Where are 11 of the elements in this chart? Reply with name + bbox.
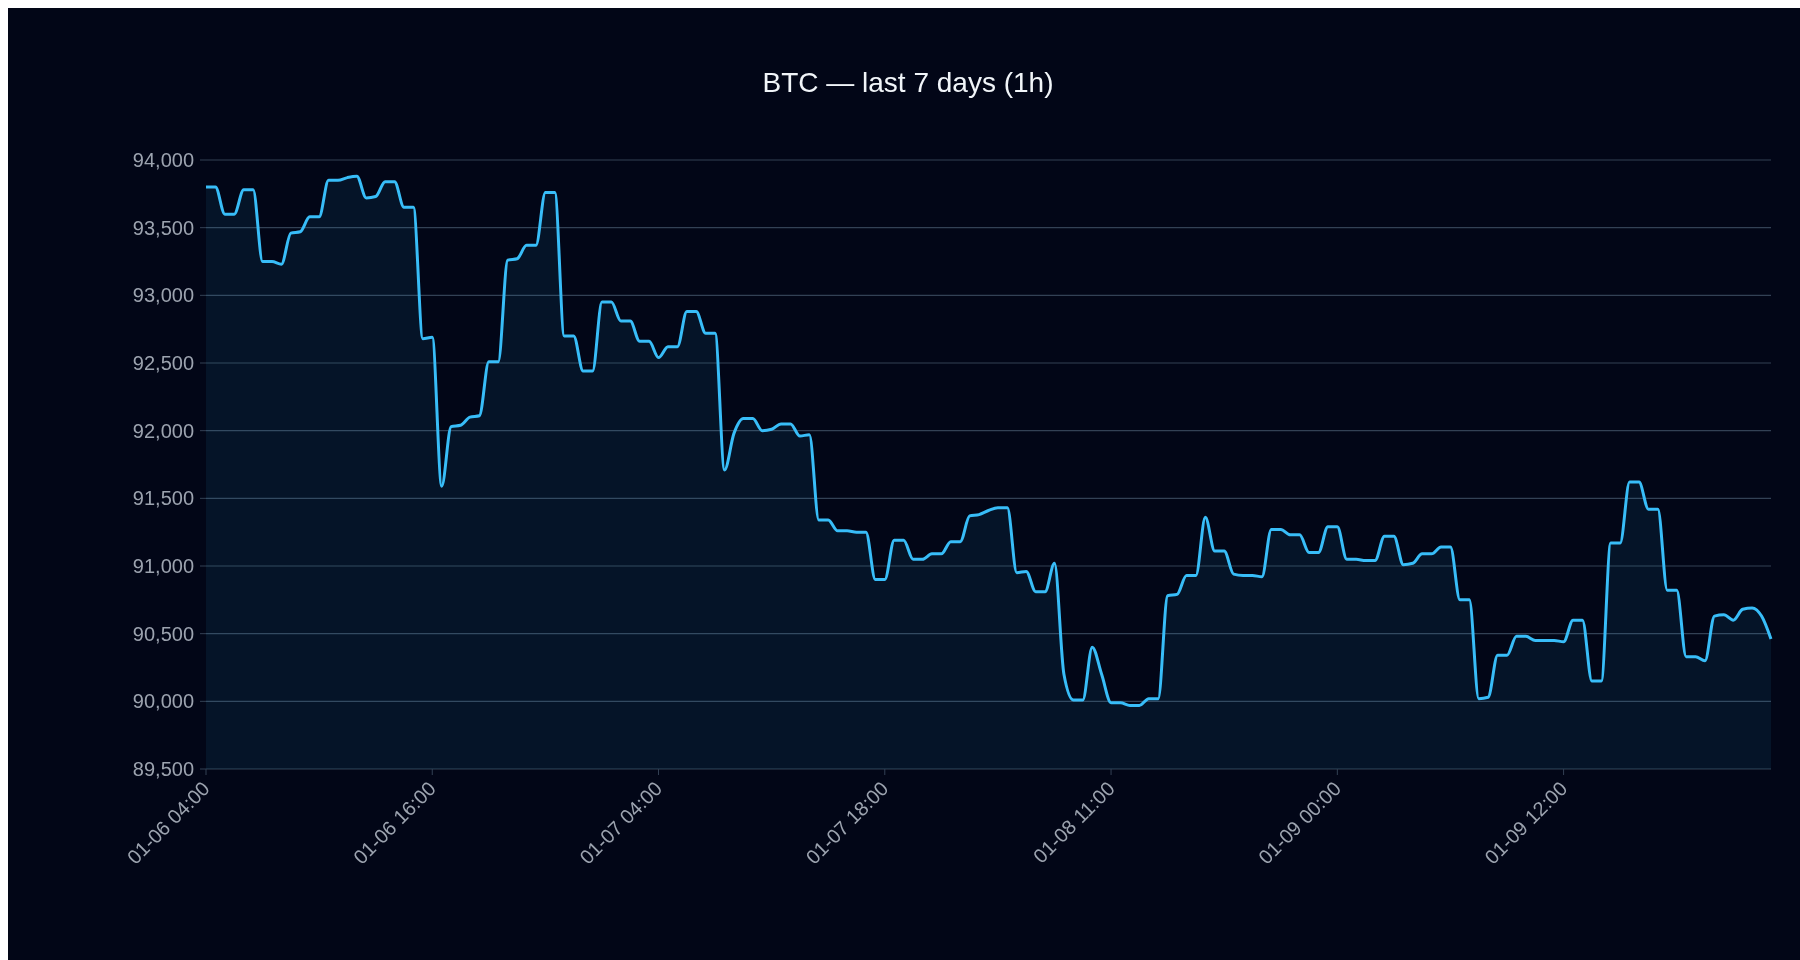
y-tick-label: 91,500 xyxy=(132,487,194,510)
y-tick-label: 92,000 xyxy=(132,419,194,442)
y-tick-label: 90,000 xyxy=(132,690,194,713)
y-tick-label: 90,500 xyxy=(132,622,194,645)
y-tick-label: 93,500 xyxy=(132,216,194,239)
y-tick-label: 94,000 xyxy=(132,149,194,171)
y-tick-label: 92,500 xyxy=(132,352,194,374)
y-tick-label: 91,000 xyxy=(132,555,194,577)
y-tick-label: 93,000 xyxy=(132,284,194,307)
y-tick-label: 89,500 xyxy=(132,758,194,780)
chart-title: BTC — last 7 days (1h) xyxy=(762,67,1054,98)
